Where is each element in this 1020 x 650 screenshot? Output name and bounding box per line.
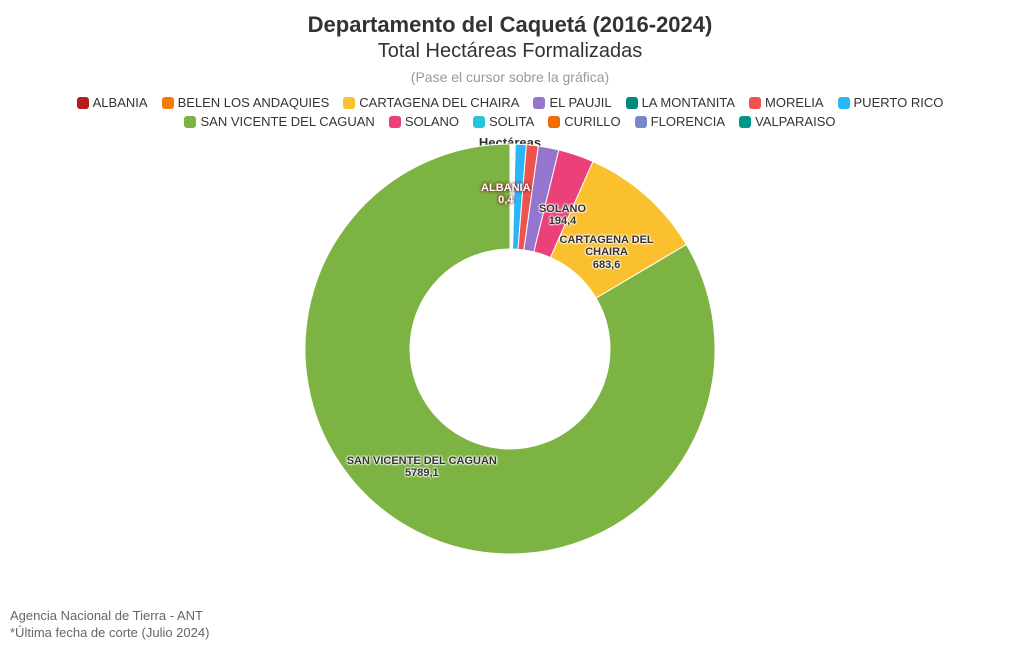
legend-item[interactable]: LA MONTANITA: [626, 95, 735, 110]
page-title: Departamento del Caquetá (2016-2024): [0, 12, 1020, 38]
legend-swatch: [533, 97, 545, 109]
legend-swatch: [838, 97, 850, 109]
legend-swatch: [473, 116, 485, 128]
legend-swatch: [626, 97, 638, 109]
legend-item[interactable]: SOLITA: [473, 114, 534, 129]
legend-label: SOLANO: [405, 114, 459, 129]
legend-item[interactable]: MORELIA: [749, 95, 824, 110]
legend-label: EL PAUJIL: [549, 95, 611, 110]
legend-label: FLORENCIA: [651, 114, 725, 129]
legend-label: SOLITA: [489, 114, 534, 129]
legend-swatch: [343, 97, 355, 109]
legend-item[interactable]: PUERTO RICO: [838, 95, 944, 110]
chart-legend: ALBANIA BELEN LOS ANDAQUIES CARTAGENA DEL …: [0, 85, 1020, 135]
legend-item[interactable]: SAN VICENTE DEL CAGUAN: [184, 114, 374, 129]
legend-swatch: [389, 116, 401, 128]
legend-swatch: [77, 97, 89, 109]
legend-label: CURILLO: [564, 114, 620, 129]
legend-swatch: [749, 97, 761, 109]
legend-swatch: [739, 116, 751, 128]
chart-container: Hectáreas ALBANIA0,4SOLANO194,4CARTAGENA…: [0, 139, 1020, 559]
legend-label: BELEN LOS ANDAQUIES: [178, 95, 330, 110]
legend-label: ALBANIA: [93, 95, 148, 110]
legend-item[interactable]: BELEN LOS ANDAQUIES: [162, 95, 330, 110]
footer-cutoff: *Última fecha de corte (Julio 2024): [10, 624, 209, 642]
legend-label: SAN VICENTE DEL CAGUAN: [200, 114, 374, 129]
donut-chart[interactable]: ALBANIA0,4SOLANO194,4CARTAGENA DEL CHAIR…: [300, 139, 720, 559]
donut-svg: [300, 139, 720, 559]
legend-label: LA MONTANITA: [642, 95, 735, 110]
legend-item[interactable]: CURILLO: [548, 114, 620, 129]
legend-label: MORELIA: [765, 95, 824, 110]
legend-item[interactable]: EL PAUJIL: [533, 95, 611, 110]
hover-hint: (Pase el cursor sobre la gráfica): [0, 69, 1020, 85]
legend-swatch: [635, 116, 647, 128]
legend-item[interactable]: ALBANIA: [77, 95, 148, 110]
page-subtitle: Total Hectáreas Formalizadas: [0, 40, 1020, 63]
legend-item[interactable]: FLORENCIA: [635, 114, 725, 129]
legend-item[interactable]: SOLANO: [389, 114, 459, 129]
legend-label: CARTAGENA DEL CHAIRA: [359, 95, 519, 110]
legend-swatch: [162, 97, 174, 109]
legend-label: PUERTO RICO: [854, 95, 944, 110]
legend-item[interactable]: CARTAGENA DEL CHAIRA: [343, 95, 519, 110]
legend-item[interactable]: VALPARAISO: [739, 114, 835, 129]
legend-label: VALPARAISO: [755, 114, 835, 129]
title-block: Departamento del Caquetá (2016-2024) Tot…: [0, 0, 1020, 85]
legend-swatch: [548, 116, 560, 128]
legend-swatch: [184, 116, 196, 128]
footer-source: Agencia Nacional de Tierra - ANT: [10, 607, 209, 625]
chart-footer: Agencia Nacional de Tierra - ANT *Última…: [10, 607, 209, 642]
